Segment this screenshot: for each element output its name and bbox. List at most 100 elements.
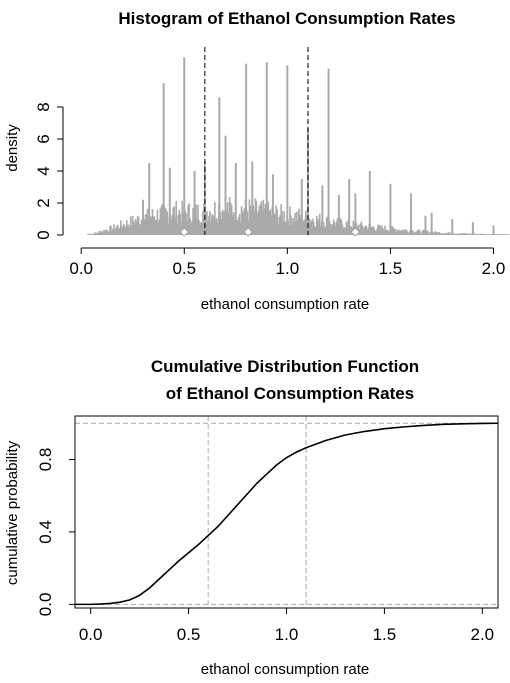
histogram-bar bbox=[294, 212, 296, 235]
cdf-reference-lines bbox=[75, 416, 498, 608]
histogram-bar bbox=[96, 232, 98, 235]
histogram-bar bbox=[324, 226, 327, 235]
histogram-bar bbox=[418, 229, 421, 235]
cdf-subtitle: of Ethanol Consumption Rates bbox=[166, 384, 414, 403]
histogram-bar bbox=[333, 222, 336, 235]
histogram-bar bbox=[454, 233, 457, 235]
histogram-bar bbox=[231, 214, 234, 235]
histogram-bar bbox=[149, 216, 152, 235]
histogram-bar bbox=[473, 233, 475, 235]
histogram-reference-lines bbox=[204, 47, 309, 235]
histogram-bar bbox=[371, 226, 373, 235]
histogram-bar bbox=[387, 230, 389, 235]
histogram-bar bbox=[325, 217, 328, 235]
histogram-bar bbox=[302, 223, 304, 235]
histogram-bar bbox=[171, 214, 174, 235]
cdf-title: Cumulative Distribution Function bbox=[151, 357, 419, 376]
histogram-bar bbox=[415, 231, 418, 235]
histogram-bar bbox=[460, 233, 463, 235]
histogram-y-tick-label: 4 bbox=[34, 166, 53, 175]
histogram-bar bbox=[137, 217, 140, 235]
histogram-bar bbox=[447, 232, 450, 235]
histogram-bar bbox=[128, 227, 131, 235]
histogram-bar bbox=[253, 211, 256, 235]
histogram-bar bbox=[207, 222, 209, 235]
cdf-x-tick-label: 2.0 bbox=[471, 625, 495, 644]
histogram-bar bbox=[364, 225, 367, 235]
histogram-bar bbox=[401, 229, 403, 235]
histogram-bar bbox=[248, 199, 251, 235]
histogram-bar bbox=[222, 211, 225, 235]
histogram-bar bbox=[255, 200, 258, 235]
cdf-panel: Cumulative Distribution Function of Etha… bbox=[4, 357, 499, 678]
histogram-bar bbox=[312, 218, 314, 235]
histogram-bar bbox=[279, 215, 281, 235]
histogram-bar bbox=[97, 232, 99, 235]
histogram-bar bbox=[469, 233, 471, 235]
histogram-bar bbox=[339, 218, 342, 235]
histogram-bar bbox=[295, 221, 297, 235]
histogram-bar bbox=[92, 233, 94, 235]
histogram-bar bbox=[380, 228, 382, 235]
histogram-bar bbox=[177, 215, 180, 235]
histogram-bar bbox=[298, 208, 300, 235]
histogram-bar bbox=[452, 233, 455, 235]
histogram-bar bbox=[381, 225, 383, 235]
histogram-bar bbox=[303, 220, 305, 235]
histogram-bar bbox=[131, 215, 134, 235]
histogram-bar bbox=[384, 225, 386, 235]
histogram-bar bbox=[335, 221, 338, 235]
histogram-bar bbox=[377, 224, 379, 235]
histogram-bar bbox=[417, 229, 420, 235]
histogram-bar bbox=[312, 221, 315, 235]
histogram-bar bbox=[391, 226, 393, 235]
histogram-bar bbox=[500, 234, 502, 235]
histogram-bar bbox=[261, 210, 264, 235]
histogram-bar bbox=[95, 232, 97, 235]
histogram-bar bbox=[501, 234, 503, 235]
histogram-bar bbox=[150, 217, 153, 235]
histogram-bar bbox=[488, 234, 490, 235]
histogram-bar bbox=[232, 212, 235, 235]
histogram-bar bbox=[280, 204, 282, 235]
histogram-bar bbox=[282, 221, 284, 235]
histogram-markers bbox=[179, 227, 360, 237]
histogram-bar bbox=[378, 225, 380, 235]
histogram-bar bbox=[175, 200, 178, 235]
histogram-bar bbox=[146, 208, 149, 235]
histogram-bar bbox=[346, 223, 349, 235]
histogram-bar bbox=[467, 233, 469, 235]
histogram-bar bbox=[456, 233, 459, 235]
histogram-bar bbox=[434, 231, 437, 235]
histogram-bar bbox=[151, 209, 154, 235]
histogram-bar bbox=[188, 203, 190, 235]
histogram-bar bbox=[462, 233, 465, 235]
histogram-bar bbox=[239, 221, 242, 235]
histogram-bar bbox=[189, 218, 191, 235]
histogram-bar bbox=[315, 215, 318, 235]
histogram-bar bbox=[494, 234, 496, 235]
histogram-bar bbox=[336, 218, 339, 235]
histogram-bar bbox=[121, 225, 123, 235]
histogram-bar bbox=[461, 233, 464, 235]
histogram-bar bbox=[243, 208, 246, 235]
histogram-bar bbox=[191, 220, 193, 235]
histogram-bar bbox=[383, 231, 385, 235]
histogram-bar bbox=[285, 221, 287, 235]
histogram-bar bbox=[318, 213, 321, 235]
histogram-bar bbox=[173, 206, 176, 235]
histogram-bar bbox=[217, 222, 219, 235]
histogram-bar bbox=[268, 211, 271, 235]
histogram-bar bbox=[474, 233, 476, 235]
histogram-bar bbox=[367, 227, 370, 235]
histogram-bar bbox=[428, 232, 431, 235]
histogram-bar bbox=[421, 230, 424, 235]
histogram-bar bbox=[135, 221, 138, 235]
histogram-bar bbox=[186, 221, 188, 235]
histogram-bar bbox=[310, 222, 312, 235]
histogram-bar bbox=[482, 233, 484, 235]
histogram-bar bbox=[507, 234, 510, 235]
histogram-bar bbox=[289, 206, 291, 235]
histogram-bar bbox=[437, 231, 440, 235]
cdf-x-tick-label: 0.0 bbox=[79, 625, 103, 644]
